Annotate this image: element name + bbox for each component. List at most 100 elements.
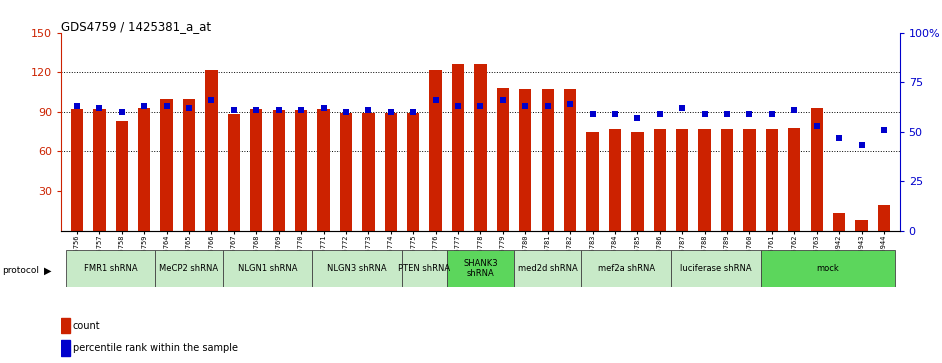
Bar xyxy=(878,205,890,231)
Bar xyxy=(766,129,778,231)
FancyBboxPatch shape xyxy=(760,250,895,287)
Point xyxy=(383,109,398,115)
Bar xyxy=(228,114,240,231)
Point xyxy=(473,103,488,109)
FancyBboxPatch shape xyxy=(66,250,155,287)
Point xyxy=(832,135,847,140)
Text: percentile rank within the sample: percentile rank within the sample xyxy=(73,343,237,353)
Bar xyxy=(743,129,755,231)
Point xyxy=(249,107,264,113)
Text: NLGN1 shRNA: NLGN1 shRNA xyxy=(237,264,298,273)
Bar xyxy=(788,128,801,231)
Point xyxy=(742,111,757,117)
Point xyxy=(608,111,623,117)
Bar xyxy=(452,64,464,231)
Point xyxy=(787,107,802,113)
Point xyxy=(876,127,891,132)
Bar xyxy=(138,108,151,231)
Point xyxy=(428,97,443,103)
Bar xyxy=(698,129,711,231)
Point xyxy=(137,103,152,109)
Bar xyxy=(317,109,330,231)
Bar xyxy=(183,99,195,231)
Point xyxy=(70,103,85,109)
Point xyxy=(361,107,376,113)
Bar xyxy=(250,109,263,231)
Bar xyxy=(654,129,666,231)
Point xyxy=(182,105,197,111)
Bar xyxy=(474,64,487,231)
FancyBboxPatch shape xyxy=(447,250,514,287)
Bar xyxy=(205,70,218,231)
Text: mock: mock xyxy=(817,264,839,273)
Point xyxy=(652,111,667,117)
Point xyxy=(697,111,712,117)
Text: count: count xyxy=(73,321,100,331)
Text: protocol: protocol xyxy=(2,266,39,275)
FancyBboxPatch shape xyxy=(313,250,402,287)
Text: SHANK3
shRNA: SHANK3 shRNA xyxy=(463,259,497,278)
Bar xyxy=(430,70,442,231)
Point xyxy=(518,103,533,109)
Point xyxy=(406,109,421,115)
Point xyxy=(585,111,600,117)
Point xyxy=(630,115,645,121)
Bar xyxy=(93,109,106,231)
Point xyxy=(809,123,824,129)
Point xyxy=(91,105,106,111)
Point xyxy=(540,103,555,109)
Point xyxy=(674,105,690,111)
FancyBboxPatch shape xyxy=(222,250,313,287)
Text: PTEN shRNA: PTEN shRNA xyxy=(398,264,450,273)
Bar xyxy=(160,99,172,231)
Text: med2d shRNA: med2d shRNA xyxy=(518,264,577,273)
FancyBboxPatch shape xyxy=(155,250,222,287)
Bar xyxy=(833,213,845,231)
Point xyxy=(450,103,465,109)
Text: ▶: ▶ xyxy=(44,265,52,276)
Bar xyxy=(721,129,733,231)
Point xyxy=(854,143,869,148)
Bar xyxy=(407,113,419,231)
Bar xyxy=(61,340,70,356)
Point xyxy=(338,109,353,115)
Point xyxy=(495,97,511,103)
Bar xyxy=(855,220,868,231)
FancyBboxPatch shape xyxy=(671,250,760,287)
Point xyxy=(271,107,286,113)
Point xyxy=(720,111,735,117)
Bar xyxy=(519,89,531,231)
Bar xyxy=(295,110,307,231)
Bar xyxy=(810,108,822,231)
Point xyxy=(114,109,129,115)
Point xyxy=(764,111,779,117)
Text: FMR1 shRNA: FMR1 shRNA xyxy=(84,264,138,273)
Bar xyxy=(542,89,554,231)
Bar xyxy=(61,318,70,333)
Bar xyxy=(676,129,689,231)
FancyBboxPatch shape xyxy=(402,250,447,287)
Bar xyxy=(586,131,599,231)
Text: NLGN3 shRNA: NLGN3 shRNA xyxy=(327,264,387,273)
Bar xyxy=(272,110,284,231)
Bar xyxy=(609,129,621,231)
Point xyxy=(294,107,309,113)
Bar xyxy=(564,89,577,231)
Bar xyxy=(116,121,128,231)
Point xyxy=(316,105,331,111)
Bar xyxy=(71,109,83,231)
Text: luciferase shRNA: luciferase shRNA xyxy=(680,264,752,273)
Text: GDS4759 / 1425381_a_at: GDS4759 / 1425381_a_at xyxy=(61,20,211,33)
Text: mef2a shRNA: mef2a shRNA xyxy=(597,264,655,273)
Point xyxy=(562,101,577,107)
Bar xyxy=(631,131,643,231)
Point xyxy=(159,103,174,109)
Bar xyxy=(362,113,375,231)
Text: MeCP2 shRNA: MeCP2 shRNA xyxy=(159,264,219,273)
Point xyxy=(226,107,241,113)
Point xyxy=(203,97,219,103)
Bar xyxy=(340,113,352,231)
FancyBboxPatch shape xyxy=(514,250,581,287)
FancyBboxPatch shape xyxy=(581,250,671,287)
Bar xyxy=(496,88,509,231)
